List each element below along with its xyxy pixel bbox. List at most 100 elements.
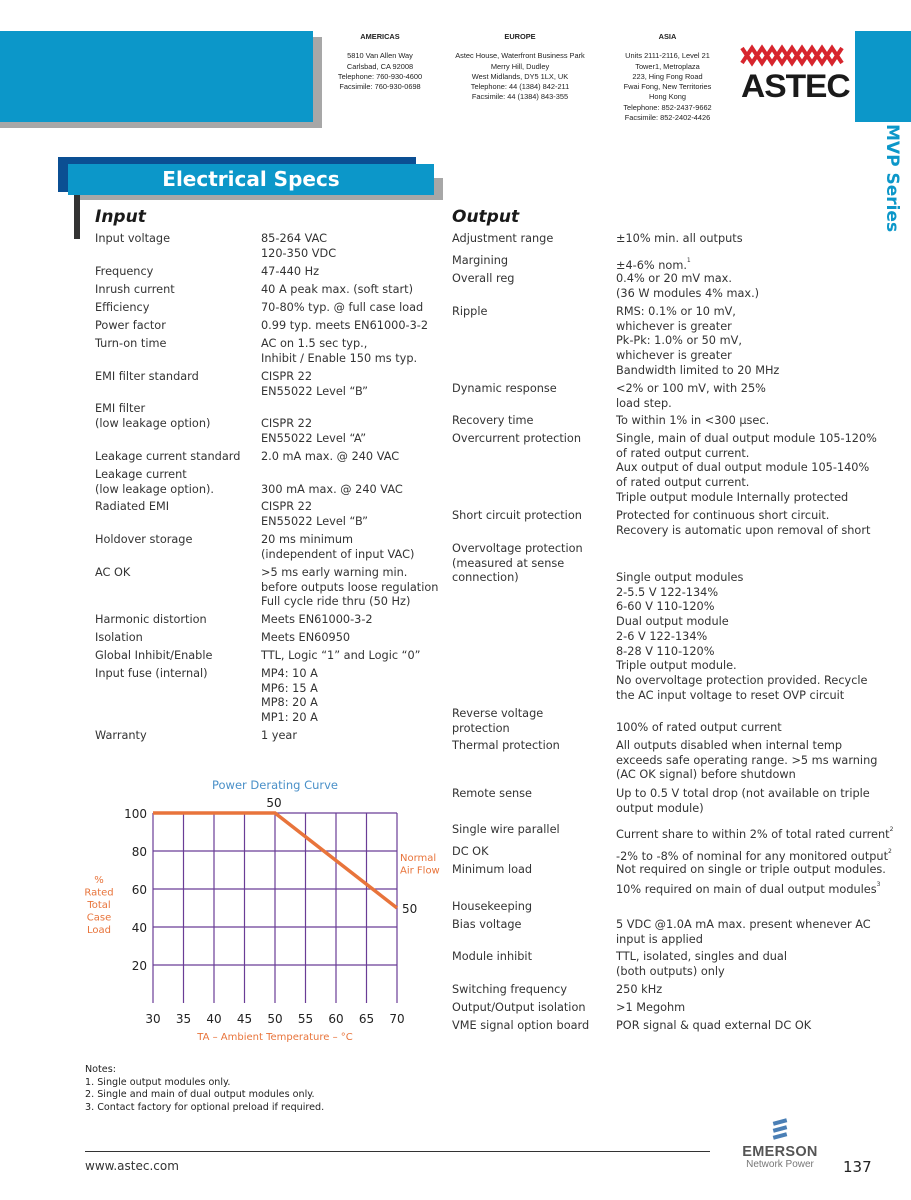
emerson-brand: EMERSON — [742, 1144, 818, 1160]
note-item: 3. Contact factory for optional preload … — [85, 1101, 325, 1113]
spec-value-text: >1 Megohm — [616, 1001, 686, 1014]
spec-value: Meets EN61000-3-2 — [261, 613, 373, 628]
spec-value: 100% of rated output current — [616, 721, 782, 736]
spec-value-text: 40 A peak max. (soft start) — [261, 283, 413, 296]
x-tick-label: 40 — [206, 1012, 221, 1026]
spec-value-text: 20 ms minimum (independent of input VAC) — [261, 533, 415, 561]
x-tick-label: 60 — [328, 1012, 343, 1026]
office-americas: AMERICAS 5810 Van Allen Way Carlsbad, CA … — [325, 32, 435, 92]
page-title: Electrical Specs — [68, 164, 434, 195]
spec-value: 0.4% or 20 mV max. (36 W modules 4% max.… — [616, 272, 759, 301]
series-tab-band — [855, 31, 911, 122]
spec-value-text: 0.99 typ. meets EN61000-3-2 — [261, 319, 429, 332]
spec-label: Warranty — [95, 729, 147, 742]
spec-value: CISPR 22 EN55022 Level “B” — [261, 370, 368, 399]
spec-label: Inrush current — [95, 283, 175, 296]
series-tab-label: MVP Series — [882, 124, 902, 233]
spec-label: Minimum load — [452, 863, 533, 876]
spec-label: VME signal option board — [452, 1019, 590, 1032]
spec-value-text: 2.0 mA max. @ 240 VAC — [261, 450, 400, 463]
spec-value: 47-440 Hz — [261, 265, 319, 280]
spec-label: Overcurrent protection — [452, 432, 581, 445]
spec-value-text: POR signal & quad external DC OK — [616, 1019, 812, 1032]
y-tick-label: 20 — [132, 959, 147, 973]
spec-label: Leakage current (low leakage option). — [95, 468, 214, 496]
spec-value: >1 Megohm — [616, 1001, 685, 1016]
footnote-ref: 1 — [686, 257, 691, 264]
spec-label: AC OK — [95, 566, 131, 579]
spec-value: 40 A peak max. (soft start) — [261, 283, 413, 298]
spec-label: Bias voltage — [452, 918, 522, 931]
spec-label: Short circuit protection — [452, 509, 582, 522]
spec-value: TTL, Logic “1” and Logic “0” — [261, 649, 421, 664]
spec-value: Protected for continuous short circuit. … — [616, 509, 870, 538]
spec-value-text: To within 1% in <300 µsec. — [616, 414, 770, 427]
spec-value-text: CISPR 22 EN55022 Level “B” — [261, 500, 369, 528]
spec-value: CISPR 22 EN55022 Level “A” — [261, 417, 366, 446]
spec-value: CISPR 22 EN55022 Level “B” — [261, 500, 368, 529]
y-tick-label: 100 — [124, 807, 147, 821]
office-region: EUROPE — [504, 32, 536, 41]
spec-value-text: Protected for continuous short circuit. … — [616, 509, 871, 537]
website-link[interactable]: www.astec.com — [85, 1159, 179, 1173]
spec-value-text: 300 mA max. @ 240 VAC — [261, 483, 403, 496]
spec-label: Reverse voltage protection — [452, 707, 544, 735]
spec-value: MP4: 10 A MP6: 15 A MP8: 20 A MP1: 20 A — [261, 667, 318, 726]
spec-label: Output/Output isolation — [452, 1001, 586, 1014]
spec-value: <2% or 100 mV, with 25% load step. — [616, 382, 766, 411]
spec-value-text: 100% of rated output current — [616, 721, 782, 734]
spec-value-text: 250 kHz — [616, 983, 663, 996]
footer-divider — [85, 1151, 710, 1152]
header-band — [0, 31, 313, 122]
spec-label: Overall reg — [452, 272, 515, 285]
spec-value: Up to 0.5 V total drop (not available on… — [616, 787, 870, 816]
spec-value: Meets EN60950 — [261, 631, 350, 646]
emerson-logo-icon — [772, 1118, 788, 1140]
spec-label: Holdover storage — [95, 533, 193, 546]
spec-label: Power factor — [95, 319, 166, 332]
spec-value: ±10% min. all outputs — [616, 232, 743, 247]
spec-value-text: 1 year — [261, 729, 297, 742]
x-tick-label: 45 — [237, 1012, 252, 1026]
spec-label: Input voltage — [95, 232, 171, 245]
spec-value: Single, main of dual output module 105-1… — [616, 432, 877, 506]
note-item: 1. Single output modules only. — [85, 1076, 231, 1088]
spec-value: 5 VDC @1.0A mA max. present whenever AC … — [616, 918, 871, 947]
spec-value-text: AC on 1.5 sec typ., Inhibit / Enable 150… — [261, 337, 418, 365]
spec-value: 300 mA max. @ 240 VAC — [261, 483, 403, 498]
spec-value-text: 0.4% or 20 mV max. (36 W modules 4% max.… — [616, 272, 760, 300]
spec-label: Recovery time — [452, 414, 534, 427]
spec-label: Frequency — [95, 265, 154, 278]
spec-value-text: 85-264 VAC 120-350 VDC — [261, 232, 337, 260]
spec-value: 85-264 VAC 120-350 VDC — [261, 232, 336, 261]
annotation-end: 50 — [402, 902, 417, 916]
x-tick-label: 65 — [359, 1012, 374, 1026]
spec-value: To within 1% in <300 µsec. — [616, 414, 769, 429]
spec-value: 2.0 mA max. @ 240 VAC — [261, 450, 399, 465]
spec-value-text: Single, main of dual output module 105-1… — [616, 432, 877, 504]
spec-value: 0.99 typ. meets EN61000-3-2 — [261, 319, 428, 334]
title-accent-bar — [74, 195, 80, 239]
footnote-ref: 3 — [876, 880, 881, 888]
astec-logo-text: ASTEC — [741, 68, 851, 104]
output-heading: Output — [452, 207, 520, 227]
spec-label: Harmonic distortion — [95, 613, 207, 626]
spec-value-text: All outputs disabled when internal temp … — [616, 739, 878, 782]
spec-value-text: TTL, Logic “1” and Logic “0” — [261, 649, 421, 662]
x-tick-label: 70 — [389, 1012, 404, 1026]
spec-label: Thermal protection — [452, 739, 560, 752]
footnote-ref: 2 — [888, 848, 892, 855]
spec-value-text: ±10% min. all outputs — [616, 232, 743, 245]
spec-value: 70-80% typ. @ full case load — [261, 301, 423, 316]
emerson-logo: EMERSON Network Power — [730, 1118, 830, 1170]
spec-label: Adjustment range — [452, 232, 554, 245]
annotation-knee: 50 — [266, 796, 281, 810]
spec-label: Turn-on time — [95, 337, 167, 350]
y-axis-label: % Rated Total Case Load — [84, 875, 113, 936]
spec-value-text: -2% to -8% of nominal for any monitored … — [616, 850, 889, 863]
spec-value-text: Single output modules 2-5.5 V 122-134% 6… — [616, 571, 868, 702]
spec-value: 250 kHz — [616, 983, 662, 998]
spec-label: Global Inhibit/Enable — [95, 649, 213, 662]
spec-label: Radiated EMI — [95, 500, 170, 513]
spec-label: Dynamic response — [452, 382, 557, 395]
